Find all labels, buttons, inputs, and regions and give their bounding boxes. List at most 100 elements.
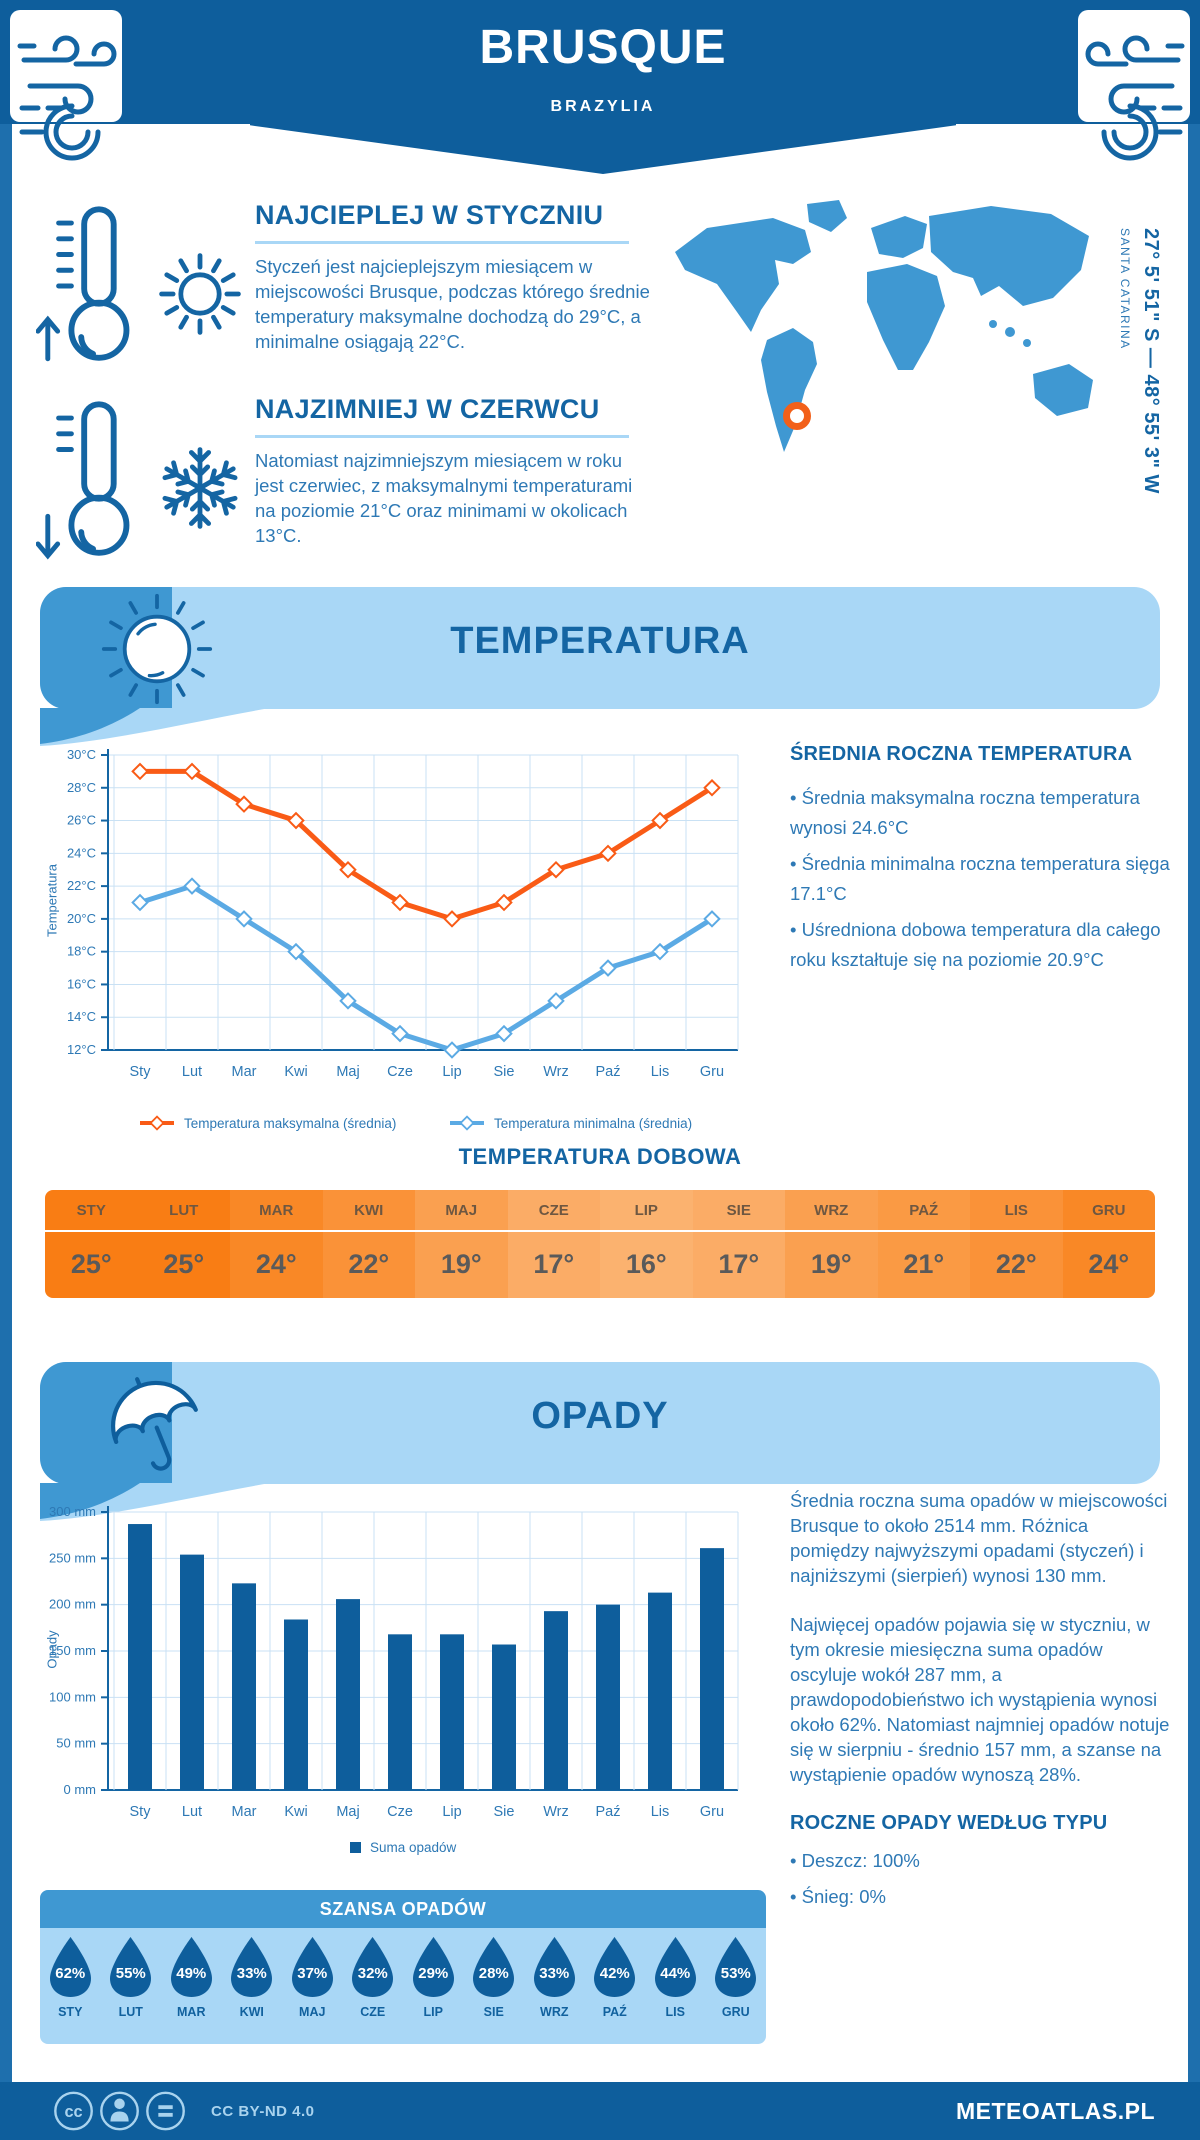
precipitation-paragraph: Najwięcej opadów pojawia się w styczniu,… xyxy=(790,1614,1170,1785)
footer: cc CC BY-ND 4.0 METEOATLAS.PL xyxy=(0,2082,1200,2140)
daily-value: 22° xyxy=(995,1249,1037,1279)
highlight-heading-coldest: NAJZIMNIEJ W CZERWCU xyxy=(255,394,600,424)
daily-table-column: LUT 25° xyxy=(137,1190,230,1298)
raindrop-icon xyxy=(49,1937,91,1997)
chance-column: 44% LIS xyxy=(645,1928,706,2044)
svg-text:Sty: Sty xyxy=(130,1804,152,1820)
highlight-text-warmest: Styczeń jest najcieplejszym miesiącem w … xyxy=(255,256,650,352)
chance-month-label: GRU xyxy=(721,2005,750,2019)
daily-month-label: SIE xyxy=(726,1202,751,1219)
heading-rule xyxy=(255,241,629,244)
svg-text:100 mm: 100 mm xyxy=(49,1689,96,1704)
temperature-line-chart: 12°C 14°C 16°C 18°C 20°C 22°C 24°C 26°C 28°C 30°C… xyxy=(67,747,739,1131)
location-block: SANTA CATARINA 27° 5' 51" S — 48° 55' 3"… xyxy=(1118,228,1162,494)
chance-column: 55% LUT xyxy=(101,1928,162,2044)
raindrop-icon xyxy=(291,1937,333,1997)
svg-text:Gru: Gru xyxy=(700,1804,724,1820)
wind-icon xyxy=(1085,35,1185,161)
precipitation-paragraph: Średnia roczna suma opadów w miejscowośc… xyxy=(790,1490,1168,1586)
svg-text:Lip: Lip xyxy=(442,1064,461,1080)
chance-value: 32% xyxy=(357,1965,388,1982)
raindrop-icon xyxy=(110,1937,152,1997)
daily-table-column: CZE 17° xyxy=(507,1190,600,1298)
svg-text:0 mm: 0 mm xyxy=(64,1782,97,1797)
svg-text:Paź: Paź xyxy=(596,1804,621,1820)
daily-month-label: KWI xyxy=(354,1202,384,1219)
daily-month-label: STY xyxy=(76,1202,106,1219)
raindrop-icon xyxy=(170,1937,212,1997)
daily-value: 19° xyxy=(440,1249,482,1279)
chance-month-label: LUT xyxy=(118,2005,143,2019)
daily-month-label: WRZ xyxy=(814,1202,849,1219)
chance-column: 29% LIP xyxy=(403,1928,464,2044)
raindrop-icon xyxy=(654,1937,696,1997)
svg-text:Lut: Lut xyxy=(182,1804,202,1820)
svg-text:Maj: Maj xyxy=(336,1804,359,1820)
svg-text:Sie: Sie xyxy=(494,1064,515,1080)
precipitation-banner xyxy=(40,1362,1160,1484)
daily-value: 24° xyxy=(1088,1249,1130,1279)
table-divider xyxy=(877,1230,970,1232)
annual-bullet: • Średnia minimalna roczna temperatura s… xyxy=(790,853,1170,904)
daily-month-label: LIS xyxy=(1004,1202,1028,1219)
svg-text:Mar: Mar xyxy=(232,1064,257,1080)
table-divider xyxy=(45,1230,138,1232)
table-divider xyxy=(970,1230,1063,1232)
umbrella-icon xyxy=(110,1377,198,1471)
svg-text:16°C: 16°C xyxy=(67,976,96,991)
daily-table-column: STY 25° xyxy=(45,1190,138,1298)
chance-column: 32% CZE xyxy=(343,1928,404,2044)
snowflake-icon xyxy=(152,447,248,536)
table-divider xyxy=(1062,1230,1155,1232)
heading-rule xyxy=(255,435,629,438)
raindrop-icon xyxy=(473,1937,515,1997)
chance-column: 28% SIE xyxy=(464,1928,525,2044)
daily-table-column: LIP 16° xyxy=(600,1190,693,1298)
svg-text:20°C: 20°C xyxy=(67,911,96,926)
chance-month-label: CZE xyxy=(360,2005,386,2019)
daily-value: 17° xyxy=(718,1249,760,1279)
chance-column: 62% STY xyxy=(40,1928,101,2044)
daily-value: 17° xyxy=(533,1249,575,1279)
svg-text:Cze: Cze xyxy=(387,1804,413,1820)
chance-column: 33% WRZ xyxy=(524,1928,585,2044)
precipitation-type-bullet: • Deszcz: 100% xyxy=(790,1850,920,1871)
region-label: SANTA CATARINA xyxy=(1118,228,1132,350)
svg-text:Wrz: Wrz xyxy=(543,1804,569,1820)
raindrop-icon xyxy=(352,1937,394,1997)
svg-text:Suma opadów: Suma opadów xyxy=(370,1840,457,1855)
svg-text:Lis: Lis xyxy=(651,1064,670,1080)
highlight-heading-warmest: NAJCIEPLEJ W STYCZNIU xyxy=(255,200,604,230)
wind-icon xyxy=(17,35,117,161)
daily-month-label: CZE xyxy=(538,1202,569,1219)
daily-month-label: MAJ xyxy=(445,1202,478,1219)
thermometer-high-icon xyxy=(36,206,130,362)
daily-table-column: SIE 17° xyxy=(692,1190,785,1298)
precipitation-type-heading: ROCZNE OPADY WEDŁUG TYPU xyxy=(790,1812,1108,1834)
precipitation-chance-body: 62% STY 55% LUT 49% MAR 33% KWI 37% MAJ 32% CZE 29% L… xyxy=(40,1928,766,2044)
page-subtitle: BRAZYLIA xyxy=(550,98,656,115)
page-title: BRUSQUE xyxy=(479,21,727,74)
table-divider xyxy=(785,1230,878,1232)
daily-temperature-heading: TEMPERATURA DOBOWA xyxy=(458,1144,742,1169)
precipitation-text-block: Średnia roczna suma opadów w miejscowośc… xyxy=(790,1488,1172,1918)
table-divider xyxy=(230,1230,323,1232)
sun-icon xyxy=(159,253,241,335)
daily-value: 25° xyxy=(70,1249,112,1279)
svg-text:50 mm: 50 mm xyxy=(56,1736,96,1751)
sun-banner-icon xyxy=(101,593,213,705)
svg-text:Kwi: Kwi xyxy=(284,1804,307,1820)
chance-column: 53% GRU xyxy=(706,1928,767,2044)
highlight-text-coldest: Natomiast najzimniejszym miesiącem w rok… xyxy=(255,450,633,546)
chance-value: 49% xyxy=(176,1965,207,1982)
chance-value: 29% xyxy=(418,1965,449,1982)
raindrop-icon xyxy=(231,1937,273,1997)
daily-table-column: WRZ 19° xyxy=(785,1190,878,1298)
raindrop-icon xyxy=(594,1937,636,1997)
table-divider xyxy=(415,1230,508,1232)
svg-text:Temperatura minimalna (średnia: Temperatura minimalna (średnia) xyxy=(494,1116,692,1131)
chance-value: 62% xyxy=(55,1965,86,1982)
coordinates-label: 27° 5' 51" S — 48° 55' 3" W xyxy=(1140,228,1162,494)
chance-column: 42% PAŹ xyxy=(585,1928,646,2044)
